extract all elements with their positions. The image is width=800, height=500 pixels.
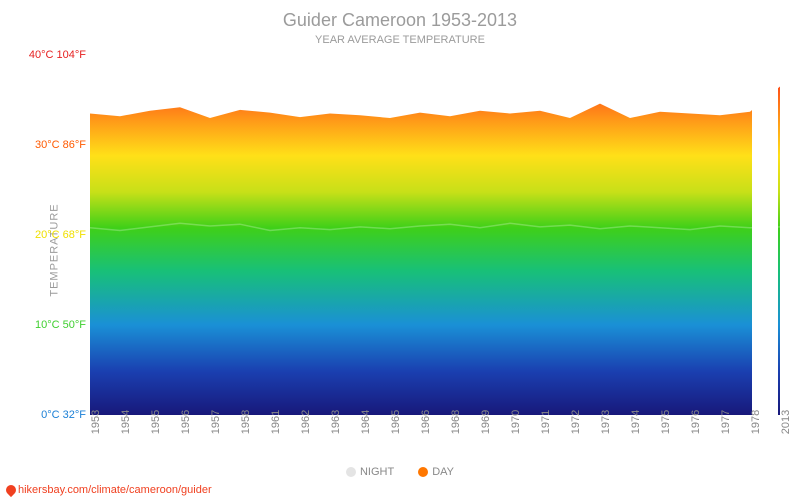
legend-label: NIGHT	[360, 466, 394, 478]
source-url: hikersbay.com/climate/cameroon/guider	[18, 484, 212, 496]
legend-dot-icon	[418, 467, 428, 477]
x-tick: 1956	[180, 410, 192, 434]
source-link[interactable]: hikersbay.com/climate/cameroon/guider	[6, 484, 212, 496]
y-tick: 20°C 68°F	[35, 229, 86, 241]
x-tick: 1968	[450, 410, 462, 434]
legend-label: DAY	[432, 466, 454, 478]
legend-item: NIGHT	[346, 466, 394, 478]
x-tick: 1955	[150, 410, 162, 434]
chart-subtitle: YEAR AVERAGE TEMPERATURE	[0, 34, 800, 46]
x-axis-ticks: 1953195419551956195719581961196219631964…	[90, 418, 780, 468]
y-tick: 30°C 86°F	[35, 139, 86, 151]
legend: NIGHT DAY	[0, 466, 800, 478]
legend-dot-icon	[346, 467, 356, 477]
x-tick: 1978	[750, 410, 762, 434]
x-tick: 1973	[600, 410, 612, 434]
x-tick: 1974	[630, 410, 642, 434]
x-tick: 1966	[420, 410, 432, 434]
x-tick: 1958	[240, 410, 252, 434]
legend-item: DAY	[418, 466, 454, 478]
x-tick: 1963	[330, 410, 342, 434]
x-tick: 1969	[480, 410, 492, 434]
x-tick: 1977	[720, 410, 732, 434]
y-axis-ticks: 0°C 32°F10°C 50°F20°C 68°F30°C 86°F40°C …	[36, 55, 86, 415]
y-tick: 0°C 32°F	[41, 409, 86, 421]
x-tick: 1972	[570, 410, 582, 434]
x-tick: 1976	[690, 410, 702, 434]
x-tick: 1971	[540, 410, 552, 434]
x-tick: 1957	[210, 410, 222, 434]
chart-title: Guider Cameroon 1953-2013	[0, 10, 800, 31]
x-tick: 1962	[300, 410, 312, 434]
x-tick: 1970	[510, 410, 522, 434]
y-tick: 40°C 104°F	[29, 49, 86, 61]
y-tick: 10°C 50°F	[35, 319, 86, 331]
x-tick: 1954	[120, 410, 132, 434]
climate-chart: Guider Cameroon 1953-2013 YEAR AVERAGE T…	[0, 0, 800, 500]
x-tick: 1965	[390, 410, 402, 434]
x-tick: 2013	[780, 410, 792, 434]
pin-icon	[4, 483, 18, 497]
x-tick: 1961	[270, 410, 282, 434]
plot-svg	[90, 55, 780, 415]
x-tick: 1953	[90, 410, 102, 434]
plot-area	[90, 55, 780, 415]
x-tick: 1975	[660, 410, 672, 434]
x-tick: 1964	[360, 410, 372, 434]
